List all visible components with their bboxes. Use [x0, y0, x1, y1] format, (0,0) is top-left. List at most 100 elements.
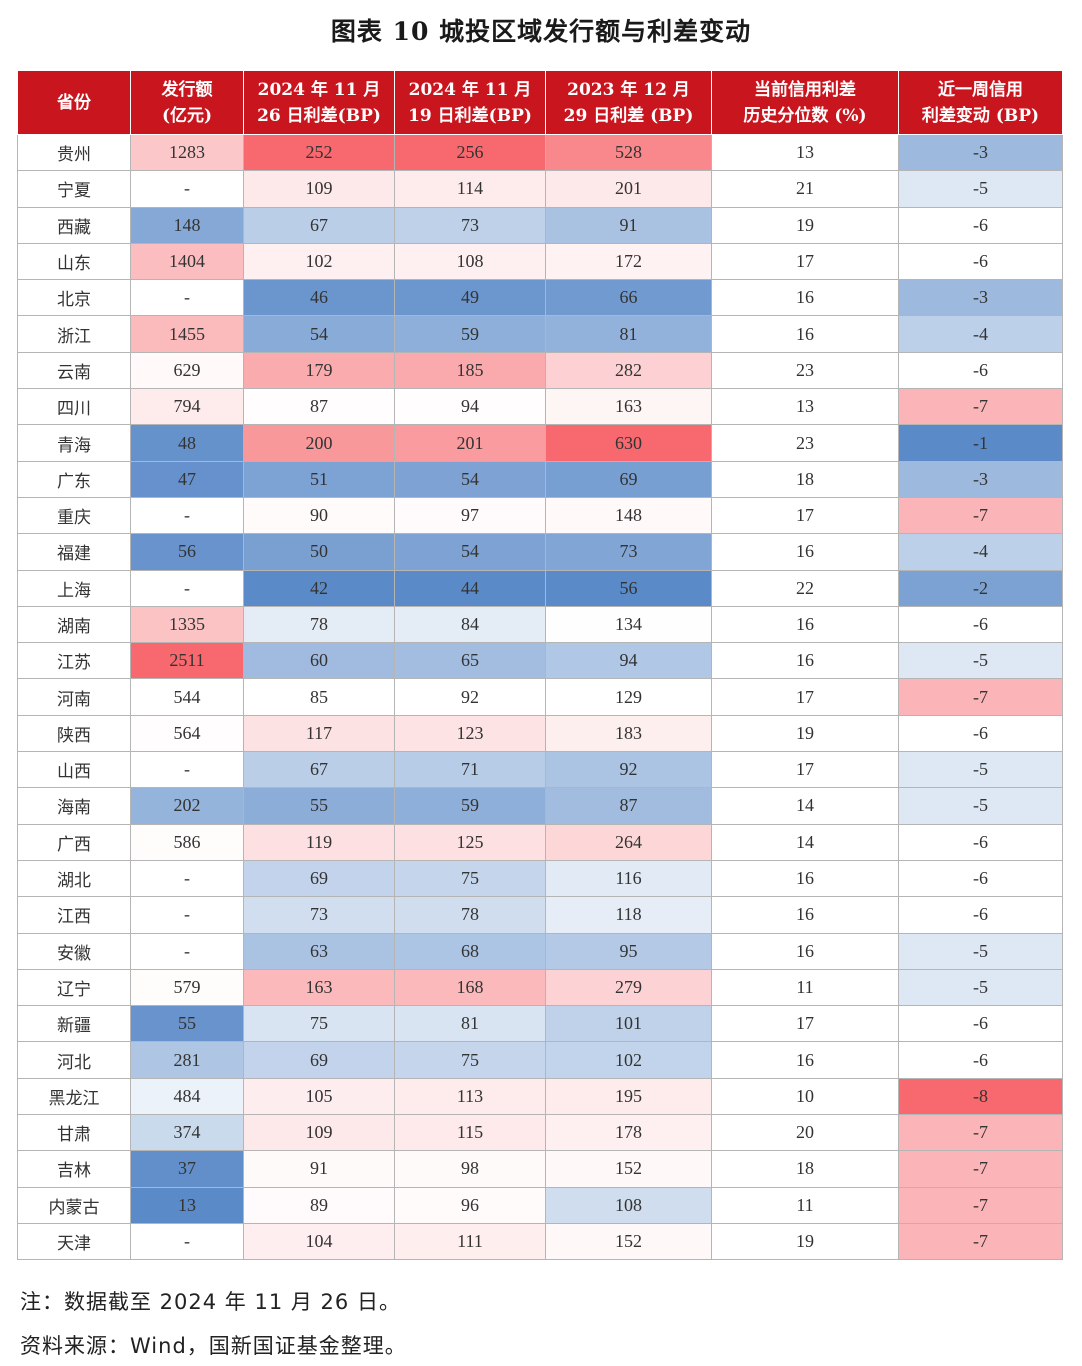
cell-issuance: - — [130, 279, 244, 317]
cell-issuance: - — [130, 170, 244, 208]
cell-percentile: 23 — [711, 424, 899, 462]
cell-spread_20241126: 91 — [243, 1150, 395, 1188]
cell-weekly_change: -5 — [898, 932, 1063, 970]
table-row: 广东 47 51 54 69 18 -3 — [17, 460, 1063, 498]
cell-spread_20231229: 73 — [545, 533, 712, 571]
cell-province: 西藏 — [17, 206, 131, 244]
table-row: 四川 794 87 94 163 13 -7 — [17, 388, 1063, 426]
cell-spread_20231229: 148 — [545, 496, 712, 535]
cell-issuance: 794 — [130, 388, 244, 426]
cell-spread_20231229: 69 — [545, 460, 712, 498]
table-row: 宁夏 -109 114 201 21 -5 — [17, 170, 1063, 208]
table-row: 陕西 564 117 123 183 19 -6 — [17, 714, 1063, 753]
column-header-line: 历史分位数 (%) — [743, 105, 867, 126]
cell-weekly_change: -7 — [898, 1186, 1063, 1224]
cell-spread_20241126: 60 — [243, 642, 395, 680]
cell-spread_20241126: 119 — [243, 823, 395, 861]
cell-spread_20231229: 152 — [545, 1150, 712, 1188]
cell-spread_20241126: 69 — [243, 859, 395, 898]
cell-percentile: 23 — [711, 351, 899, 390]
cell-issuance: 484 — [130, 1077, 244, 1116]
cell-spread_20241126: 50 — [243, 533, 395, 571]
cell-province: 湖南 — [17, 605, 131, 644]
table-row: 天津 -104 111 152 19 -7 — [17, 1222, 1063, 1261]
table-row: 浙江 1455 54 59 81 16 -4 — [17, 315, 1063, 353]
cell-weekly_change: -4 — [898, 315, 1063, 353]
heatmap-table: 省份 发行额 (亿元) 2024 年 11 月 26 日利差(BP) 2024 年 11 … — [17, 70, 1063, 1261]
column-header-spread_20241126: 2024 年 11 月 26 日利差(BP) — [243, 70, 395, 135]
cell-province: 重庆 — [17, 496, 131, 535]
cell-spread_20231229: 630 — [545, 424, 712, 462]
cell-spread_20241126: 179 — [243, 351, 395, 390]
cell-spread_20241126: 163 — [243, 968, 395, 1007]
column-header-line: 26 日利差(BP) — [257, 105, 381, 126]
cell-spread_20231229: 95 — [545, 932, 712, 970]
cell-spread_20231229: 92 — [545, 751, 712, 789]
table-row: 贵州 1283 252 256 528 13 -3 — [17, 133, 1063, 172]
cell-spread_20231229: 108 — [545, 1186, 712, 1224]
cell-weekly_change: -8 — [898, 1077, 1063, 1116]
cell-issuance: 586 — [130, 823, 244, 861]
cell-province: 宁夏 — [17, 170, 131, 208]
table-row: 辽宁 579 163 168 279 11 -5 — [17, 968, 1063, 1007]
cell-spread_20231229: 264 — [545, 823, 712, 861]
cell-province: 云南 — [17, 351, 131, 390]
table-row: 重庆 -90 97 148 17 -7 — [17, 496, 1063, 535]
cell-issuance: 202 — [130, 787, 244, 825]
cell-province: 福建 — [17, 533, 131, 571]
header-row: 省份 发行额 (亿元) 2024 年 11 月 26 日利差(BP) 2024 年 11 … — [17, 70, 1063, 135]
column-header-issuance: 发行额 (亿元) — [130, 70, 244, 135]
cell-percentile: 14 — [711, 823, 899, 861]
cell-spread_20241126: 46 — [243, 279, 395, 317]
column-header-line: 2023 年 12 月 — [567, 79, 690, 100]
column-header-spread_20241119: 2024 年 11 月 19 日利差(BP) — [394, 70, 546, 135]
cell-percentile: 13 — [711, 388, 899, 426]
cell-weekly_change: -6 — [898, 896, 1063, 934]
cell-weekly_change: -5 — [898, 968, 1063, 1007]
cell-weekly_change: -5 — [898, 787, 1063, 825]
cell-spread_20241126: 104 — [243, 1222, 395, 1261]
column-header-line: 近一周信用 — [938, 79, 1023, 100]
cell-province: 天津 — [17, 1222, 131, 1261]
cell-weekly_change: -5 — [898, 170, 1063, 208]
table-row: 北京 -46 49 66 16 -3 — [17, 279, 1063, 317]
cell-spread_20241126: 200 — [243, 424, 395, 462]
table-body: 贵州 1283 252 256 528 13 -3 宁夏 -109 114 201 21 -5 西藏 148… — [17, 133, 1063, 1261]
cell-province: 安徽 — [17, 932, 131, 970]
cell-province: 海南 — [17, 787, 131, 825]
column-header-line: 19 日利差(BP) — [408, 105, 532, 126]
cell-spread_20241126: 67 — [243, 751, 395, 789]
cell-spread_20231229: 201 — [545, 170, 712, 208]
cell-percentile: 21 — [711, 170, 899, 208]
cell-percentile: 16 — [711, 932, 899, 970]
cell-province: 甘肃 — [17, 1114, 131, 1152]
cell-weekly_change: -7 — [898, 388, 1063, 426]
table-row: 西藏 148 67 73 91 19 -6 — [17, 206, 1063, 244]
cell-percentile: 17 — [711, 496, 899, 535]
cell-spread_20241119: 75 — [394, 859, 546, 898]
cell-spread_20241119: 185 — [394, 351, 546, 390]
cell-province: 湖北 — [17, 859, 131, 898]
cell-weekly_change: -6 — [898, 1005, 1063, 1043]
cell-spread_20241119: 123 — [394, 714, 546, 753]
cell-issuance: 37 — [130, 1150, 244, 1188]
cell-weekly_change: -5 — [898, 751, 1063, 789]
cell-percentile: 16 — [711, 896, 899, 934]
cell-spread_20241119: 111 — [394, 1222, 546, 1261]
cell-spread_20241126: 89 — [243, 1186, 395, 1224]
cell-weekly_change: -7 — [898, 1114, 1063, 1152]
cell-spread_20231229: 102 — [545, 1041, 712, 1079]
cell-spread_20231229: 279 — [545, 968, 712, 1007]
column-header-weekly_change: 近一周信用 利差变动 (BP) — [898, 70, 1063, 135]
cell-spread_20241119: 54 — [394, 533, 546, 571]
column-header-province: 省份 — [17, 70, 131, 135]
cell-spread_20241119: 73 — [394, 206, 546, 244]
table-row: 云南 629 179 185 282 23 -6 — [17, 351, 1063, 390]
cell-spread_20241119: 201 — [394, 424, 546, 462]
cell-spread_20241119: 54 — [394, 460, 546, 498]
cell-spread_20231229: 134 — [545, 605, 712, 644]
cell-percentile: 19 — [711, 206, 899, 244]
cell-percentile: 11 — [711, 1186, 899, 1224]
cell-spread_20231229: 56 — [545, 569, 712, 607]
cell-percentile: 16 — [711, 642, 899, 680]
